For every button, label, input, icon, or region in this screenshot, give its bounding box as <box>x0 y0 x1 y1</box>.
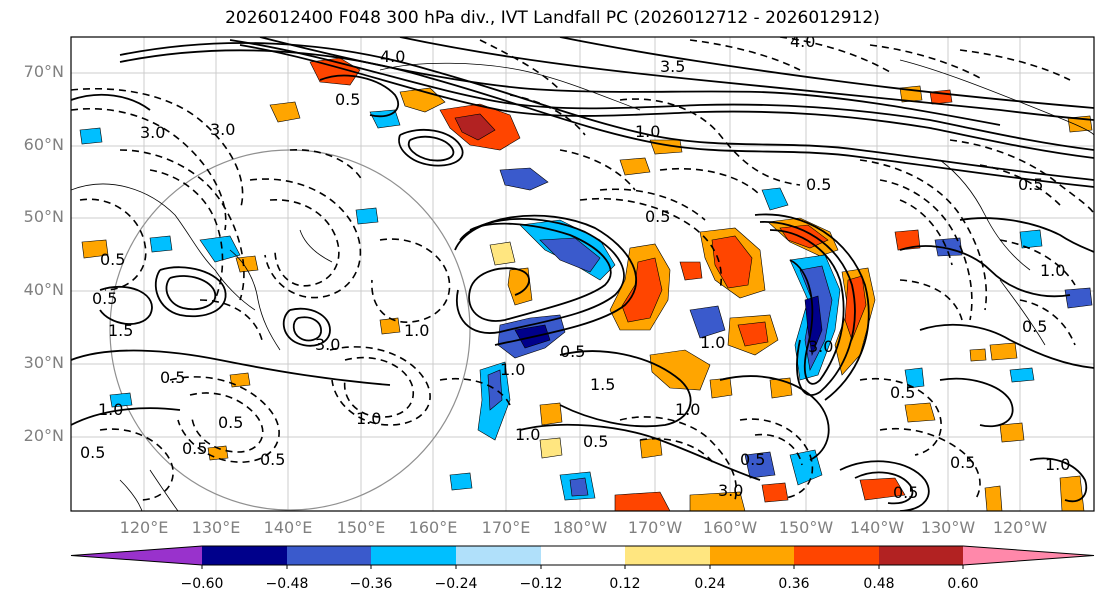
contour-label: 0.5 <box>160 368 185 387</box>
contour-label: 3.0 <box>210 120 235 139</box>
colorbar-segment <box>710 546 794 565</box>
colorbar-extend-min <box>71 546 202 565</box>
contour-label: 0.5 <box>1018 175 1043 194</box>
contour-label: 1.0 <box>404 321 429 340</box>
lon-tick-120w: 120°W <box>992 518 1048 537</box>
lon-tick-160e: 160°E <box>408 518 458 537</box>
contour-label: 0.5 <box>260 450 285 469</box>
contour-label: 1.0 <box>675 400 700 419</box>
colorbar-label: −0.48 <box>265 576 309 592</box>
colorbar-segment <box>541 546 625 565</box>
contour-label: 0.5 <box>182 439 207 458</box>
contour-label: 0.5 <box>335 90 360 109</box>
lon-tick-150e: 150°E <box>336 518 386 537</box>
divergence-shading <box>79 57 1093 511</box>
lat-tick-40n: 40°N <box>23 280 64 299</box>
colorbar-label: −0.24 <box>434 576 478 592</box>
contour-label: 1.0 <box>635 122 660 141</box>
colorbar-segment <box>794 546 879 565</box>
colorbar-label: 0.24 <box>694 576 726 592</box>
contour-label: 4.0 <box>380 47 405 66</box>
contour-label: 1.0 <box>515 425 540 444</box>
contour-label: 0.5 <box>583 432 608 451</box>
contour-label: 3.0 <box>140 123 165 142</box>
colorbar-label: 0.36 <box>778 576 810 592</box>
contour-label: 0.5 <box>100 250 125 269</box>
contour-label: 1.0 <box>98 400 123 419</box>
lat-tick-70n: 70°N <box>23 62 64 81</box>
lat-tick-20n: 20°N <box>23 426 64 445</box>
lon-tick-130w: 130°W <box>920 518 976 537</box>
contour-label: 4.0 <box>790 32 815 51</box>
contour-label: 3.5 <box>660 57 685 76</box>
lon-tick-170w: 170°W <box>627 518 683 537</box>
contour-label: 3.0 <box>808 337 833 356</box>
lon-tick-180w: 180°W <box>552 518 608 537</box>
contour-label: 0.5 <box>1022 317 1047 336</box>
contour-label: 3.0 <box>315 335 340 354</box>
lon-tick-170e: 170°E <box>481 518 531 537</box>
lon-tick-130e: 130°E <box>191 518 241 537</box>
contour-label: 0.5 <box>80 443 105 462</box>
contour-label: 1.5 <box>590 375 615 394</box>
contour-label: 1.0 <box>1040 261 1065 280</box>
colorbar-segment <box>287 546 371 565</box>
colorbar-label: −0.36 <box>349 576 393 592</box>
lon-tick-160w: 160°W <box>702 518 758 537</box>
contour-label: 0.5 <box>218 413 243 432</box>
coastlines <box>71 59 1094 511</box>
lat-tick-50n: 50°N <box>23 207 64 226</box>
contour-label: 0.5 <box>92 289 117 308</box>
contour-label: 1.0 <box>1045 455 1070 474</box>
contour-label: 1.0 <box>500 360 525 379</box>
lon-tick-120e: 120°E <box>119 518 169 537</box>
colorbar-label: −0.60 <box>180 576 224 592</box>
map-frame <box>70 36 1095 512</box>
dashed-contours <box>71 37 1094 501</box>
contour-label: 3.0 <box>718 481 743 500</box>
colorbar-label: −0.12 <box>519 576 563 592</box>
colorbar-segment <box>879 546 963 565</box>
map-title: 2026012400 F048 300 hPa div., IVT Landfa… <box>225 8 880 28</box>
contour-label: 0.5 <box>893 483 918 502</box>
colorbar-label: 0.60 <box>947 576 979 592</box>
contour-label: 1.0 <box>700 333 725 352</box>
contour-label: 0.5 <box>740 450 765 469</box>
lat-tick-60n: 60°N <box>23 135 64 154</box>
contour-label: 0.5 <box>890 383 915 402</box>
colorbar-segment <box>371 546 456 565</box>
colorbar-label: 0.12 <box>609 576 641 592</box>
colorbar <box>70 545 1095 569</box>
colorbar-extend-max <box>963 546 1094 565</box>
contour-labels: 4.0 3.0 3.5 0.5 1.0 1.5 3.0 0.5 0.5 1.0 … <box>80 32 1070 502</box>
colorbar-segment <box>202 546 287 565</box>
contour-label: 0.5 <box>806 175 831 194</box>
lat-tick-30n: 30°N <box>23 353 64 372</box>
contour-label: 0.5 <box>950 453 975 472</box>
lon-tick-140w: 140°W <box>849 518 905 537</box>
colorbar-segment <box>456 546 541 565</box>
contour-label: 1.0 <box>356 409 381 428</box>
colorbar-label: 0.48 <box>863 576 895 592</box>
lon-tick-150w: 150°W <box>778 518 834 537</box>
lon-tick-140e: 140°E <box>263 518 313 537</box>
contour-label: 0.5 <box>560 342 585 361</box>
colorbar-segment <box>625 546 710 565</box>
contour-label: 1.5 <box>108 321 133 340</box>
contour-label: 0.5 <box>645 207 670 226</box>
